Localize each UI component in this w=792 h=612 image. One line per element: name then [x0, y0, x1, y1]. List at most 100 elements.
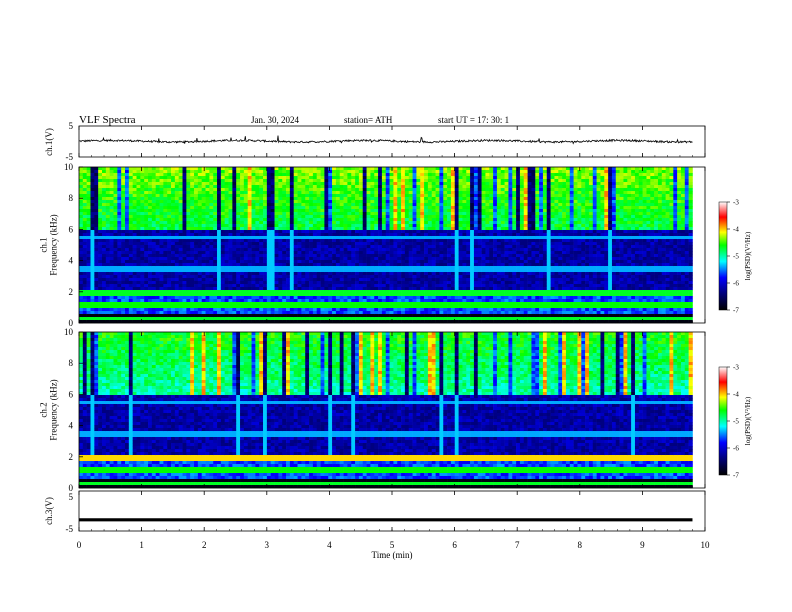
- spectrogram-cell: [205, 167, 210, 171]
- spectrogram-cell: [213, 272, 218, 276]
- spectrogram-cell: [362, 215, 367, 219]
- spectrogram-cell: [297, 302, 302, 306]
- spectrogram-cell: [362, 212, 367, 216]
- spectrogram-cell: [397, 176, 402, 180]
- spectrogram-cell: [255, 170, 260, 174]
- spectrogram-cell: [255, 257, 260, 261]
- spectrogram-cell: [220, 173, 225, 177]
- spectrogram-cell: [136, 242, 141, 246]
- spectrogram-cell: [144, 224, 149, 228]
- spectrogram-cell: [105, 224, 110, 228]
- spectrogram-cell: [82, 257, 87, 261]
- spectrogram-cell: [228, 281, 233, 285]
- spectrogram-cell: [144, 275, 149, 279]
- spectrogram-cell: [381, 272, 387, 276]
- spectrogram-cell: [401, 185, 406, 189]
- spectrogram-cell: [109, 188, 114, 192]
- spectrogram-cell: [362, 290, 367, 294]
- spectrogram-cell: [217, 203, 222, 207]
- spectrogram-cell: [186, 209, 191, 213]
- spectrogram-cell: [136, 278, 141, 282]
- spectrogram-cell: [220, 299, 225, 303]
- spectrogram-cell: [94, 293, 99, 297]
- spectrogram-cell: [236, 314, 241, 318]
- spectrogram-cell: [140, 254, 145, 258]
- spectrogram-cell: [431, 173, 436, 177]
- spectrogram-cell: [125, 281, 130, 285]
- spectrogram-cell: [174, 200, 179, 204]
- spectrogram-cell: [98, 227, 103, 231]
- spectrogram-cell: [98, 206, 103, 210]
- spectrogram-cell: [140, 251, 145, 255]
- spectrogram-cell: [362, 203, 367, 207]
- spectrogram-cell: [125, 191, 130, 195]
- spectrogram-cell: [374, 206, 379, 210]
- spectrogram-cell: [301, 179, 306, 183]
- spectrogram-cell: [217, 302, 222, 306]
- spectrogram-cell: [213, 209, 218, 213]
- spectrogram-cell: [113, 272, 118, 276]
- spectrogram-cell: [378, 221, 383, 225]
- spectrogram-cell: [431, 257, 436, 261]
- spectrogram-cell: [312, 167, 318, 171]
- spectrogram-cell: [159, 248, 164, 252]
- spectrogram-cell: [159, 266, 164, 270]
- spectrogram-cell: [90, 317, 95, 321]
- spectrogram-cell: [301, 269, 306, 273]
- spectrogram-cell: [140, 266, 145, 270]
- spectrogram-cell: [339, 179, 344, 183]
- spectrogram-cell: [393, 197, 398, 201]
- spectrogram-cell: [163, 284, 168, 288]
- spectrogram-cell: [79, 233, 84, 237]
- spectrogram-cell: [201, 191, 206, 195]
- spectrogram-cell: [289, 290, 295, 294]
- spectrogram-cell: [431, 272, 436, 276]
- spectrogram-cell: [247, 251, 252, 255]
- spectrogram-cell: [320, 224, 325, 228]
- spectrogram-cell: [443, 182, 448, 186]
- spectrogram-cell: [186, 305, 191, 309]
- spectrogram-cell: [109, 218, 114, 222]
- spectrogram-cell: [197, 221, 202, 225]
- spectrogram-cell: [316, 239, 321, 243]
- spectrogram-cell: [125, 200, 130, 204]
- spectrogram-cell: [301, 239, 306, 243]
- spectrogram-cell: [105, 170, 110, 174]
- spectrogram-cell: [148, 311, 153, 315]
- spectrogram-cell: [240, 182, 245, 186]
- spectrogram-cell: [186, 263, 191, 267]
- spectrogram-cell: [94, 272, 99, 276]
- spectrogram-cell: [416, 266, 421, 270]
- spectrogram-cell: [435, 290, 440, 294]
- spectrogram-cell: [366, 200, 371, 204]
- spectrogram-cell: [332, 248, 337, 252]
- spectrogram-cell: [412, 305, 417, 309]
- spectrogram-cell: [270, 233, 275, 237]
- spectrogram-cell: [113, 308, 118, 312]
- spectrogram-cell: [370, 173, 375, 177]
- spectrogram-cell: [424, 200, 429, 204]
- spectrogram-cell: [263, 224, 268, 228]
- spectrogram-cell: [151, 236, 156, 240]
- spectrogram-cell: [209, 260, 214, 264]
- spectrogram-cell: [305, 275, 310, 279]
- spectrogram-cell: [274, 263, 279, 267]
- spectrogram-cell: [132, 245, 137, 249]
- spectrogram-cell: [393, 290, 398, 294]
- spectrogram-cell: [389, 290, 394, 294]
- spectrogram-cell: [163, 221, 168, 225]
- spectrogram-cell: [94, 203, 99, 207]
- spectrogram-cell: [297, 224, 302, 228]
- spectrogram-cell: [370, 185, 375, 189]
- spectrogram-cell: [378, 182, 383, 186]
- spectrogram-cell: [251, 275, 256, 279]
- spectrogram-cell: [197, 209, 202, 213]
- spectrogram-cell: [86, 218, 91, 222]
- spectrogram-cell: [182, 173, 187, 177]
- spectrogram-cell: [408, 203, 413, 207]
- spectrogram-cell: [286, 182, 291, 186]
- spectrogram-cell: [136, 305, 141, 309]
- spectrogram-cell: [217, 293, 222, 297]
- spectrogram-cell: [259, 248, 264, 252]
- spectrogram-cell: [309, 248, 314, 252]
